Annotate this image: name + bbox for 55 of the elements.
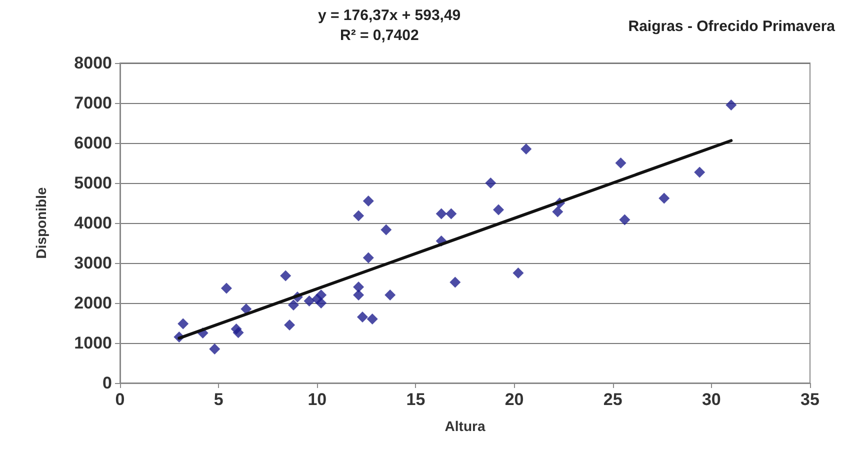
point <box>362 252 374 264</box>
y-tick-label: 5000 <box>74 174 112 192</box>
point <box>178 318 189 330</box>
point <box>353 210 364 222</box>
point <box>450 276 461 288</box>
point <box>658 192 670 204</box>
point <box>209 344 220 354</box>
point <box>485 178 496 188</box>
chart-title: Raigras - Ofrecido Primavera <box>628 18 836 35</box>
y-tick-label: 2000 <box>74 294 112 312</box>
point <box>220 282 232 294</box>
point <box>240 304 252 314</box>
point <box>304 296 315 306</box>
x-tick-label: 0 <box>115 390 125 409</box>
text: y = 176,37x + 593,49 <box>318 7 461 24</box>
x-tick-label: 25 <box>603 390 622 409</box>
y-tick-label: 8000 <box>74 54 112 72</box>
x-tick-label: 10 <box>308 390 327 409</box>
x-tick-label: 20 <box>504 390 524 409</box>
y-tick-label: 4000 <box>74 214 112 232</box>
y-tick-label: 6000 <box>74 134 112 152</box>
point <box>366 314 378 324</box>
point <box>288 300 299 310</box>
y-tick-label: 1000 <box>74 334 112 352</box>
point <box>353 290 364 300</box>
x-tick-label: 5 <box>214 390 224 409</box>
text: R² = 0,7402 <box>340 27 419 44</box>
y-tick-label: 0 <box>102 374 112 392</box>
y-tick-label: 7000 <box>74 94 112 112</box>
point <box>362 196 374 206</box>
point <box>619 214 630 226</box>
y-tick-label: 3000 <box>74 254 112 272</box>
point <box>280 270 292 282</box>
point <box>512 268 524 278</box>
point <box>726 100 737 110</box>
x-axis-title: Altura <box>444 418 486 434</box>
x-tick-label: 15 <box>406 390 426 409</box>
point <box>520 144 532 154</box>
point <box>615 158 626 168</box>
x-tick-label: 35 <box>800 390 820 409</box>
point <box>316 290 327 300</box>
point <box>232 327 244 338</box>
point <box>436 208 447 220</box>
point <box>284 320 296 330</box>
x-tick-label: 30 <box>702 390 721 409</box>
point <box>552 206 564 218</box>
point <box>353 282 364 292</box>
point <box>446 208 457 220</box>
point <box>384 290 396 300</box>
point <box>316 298 327 308</box>
point <box>380 224 392 236</box>
point <box>356 312 368 322</box>
point <box>493 204 504 216</box>
point <box>694 166 706 178</box>
y-axis-title: Disponible <box>33 187 49 259</box>
